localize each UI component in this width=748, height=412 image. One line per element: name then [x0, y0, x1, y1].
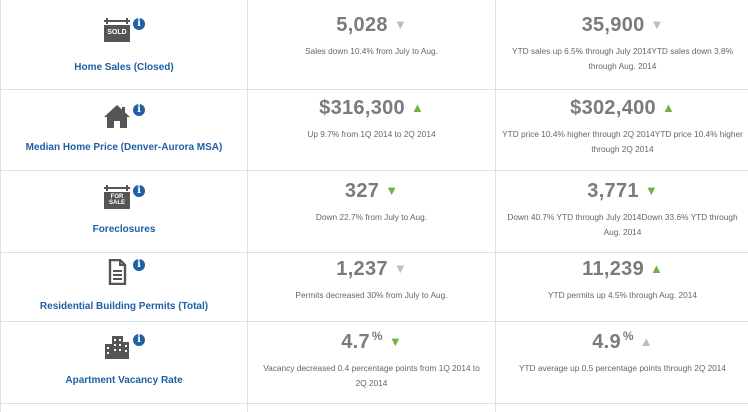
stat-row-apartment-vacancy: i Apartment Vacancy Rate 4.7% ▼ Vacancy d… — [1, 322, 748, 403]
for-sale-sign-text: FOR SALE — [108, 194, 125, 206]
monthly-value: 4.7% — [341, 329, 383, 353]
ytd-value-number: 4.9 — [592, 330, 621, 353]
percent-unit: % — [371, 329, 383, 343]
monthly-value: 327 — [344, 180, 380, 202]
ytd-stat: 3,771 ▼ Down 40.7% YTD through July 2014D… — [496, 180, 748, 240]
stat-label: Median Home Price (Denver-Aurora MSA) — [25, 142, 223, 153]
ytd-description: YTD average up 0.5 percentage points thr… — [518, 362, 727, 373]
monthly-description: Vacancy decreased 0.4 percentage points … — [263, 362, 480, 388]
stat-row-median-home-price: i Median Home Price (Denver-Aurora MSA) … — [1, 90, 748, 170]
for-sale-sign-icon: FOR SALE — [103, 185, 131, 211]
info-icon[interactable]: i — [133, 18, 145, 30]
arrow-down-icon: ▼ — [393, 261, 407, 276]
info-icon[interactable]: i — [133, 104, 145, 116]
sold-sign-icon: SOLD — [103, 18, 131, 44]
info-icon[interactable]: i — [133, 185, 145, 197]
row-icon-group: i — [1, 258, 247, 286]
ytd-stat: 11,239 ▲ YTD permits up 4.5% through Aug.… — [496, 258, 748, 303]
monthly-stat: $316,300 ▲ Up 9.7% from 1Q 2014 to 2Q 201… — [248, 97, 495, 142]
percent-unit: % — [622, 329, 634, 343]
monthly-stat: 1,237 ▼ Permits decreased 30% from July t… — [248, 258, 495, 303]
monthly-description: Permits decreased 30% from July to Aug. — [295, 290, 448, 300]
column-divider — [495, 0, 496, 412]
arrow-down-icon: ▼ — [650, 17, 664, 32]
row-icon-group: i — [1, 104, 247, 130]
monthly-description: Sales down 10.4% from July to Aug. — [305, 46, 438, 56]
stat-label: Apartment Vacancy Rate — [65, 375, 183, 386]
arrow-down-icon: ▼ — [644, 183, 658, 198]
arrow-up-icon: ▲ — [410, 100, 424, 115]
ytd-value: 4.9% — [592, 329, 634, 353]
row-icon-group: i — [1, 334, 247, 360]
arrow-up-icon: ▲ — [661, 100, 675, 115]
house-icon — [103, 104, 131, 130]
monthly-value: $316,300 — [319, 97, 405, 119]
ytd-value: 35,900 — [581, 14, 645, 36]
arrow-up-icon: ▲ — [639, 333, 653, 349]
arrow-down-icon: ▼ — [385, 183, 399, 198]
arrow-down-icon: ▼ — [388, 333, 402, 349]
info-icon[interactable]: i — [133, 259, 145, 271]
row-icon-group: SOLD i — [1, 18, 247, 44]
ytd-value: $302,400 — [570, 97, 656, 119]
ytd-stat: 35,900 ▼ YTD sales up 6.5% through July 2… — [496, 14, 748, 74]
stat-row-building-permits: i Residential Building Permits (Total) 1… — [1, 253, 748, 321]
monthly-stat: 4.7% ▼ Vacancy decreased 0.4 percentage p… — [248, 329, 495, 391]
stat-row-home-sales: SOLD i Home Sales (Closed) 5,028 ▼ Sales … — [1, 0, 748, 89]
stat-row-foreclosures: FOR SALE i Foreclosures 327 ▼ Down 22.7% … — [1, 171, 748, 252]
ytd-description: YTD price 10.4% higher through 2Q 2014YT… — [502, 129, 743, 154]
monthly-stat: 327 ▼ Down 22.7% from July to Aug. — [248, 180, 495, 225]
ytd-stat: $302,400 ▲ YTD price 10.4% higher through… — [496, 97, 748, 157]
monthly-stat: 5,028 ▼ Sales down 10.4% from July to Aug… — [248, 14, 495, 59]
row-divider — [1, 403, 748, 404]
row-divider — [1, 170, 748, 171]
stat-label: Foreclosures — [92, 224, 156, 235]
ytd-description: YTD sales up 6.5% through July 2014YTD s… — [512, 46, 733, 71]
arrow-up-icon: ▲ — [650, 261, 663, 276]
row-icon-group: FOR SALE i — [1, 185, 247, 211]
monthly-value: 5,028 — [336, 14, 388, 36]
apartment-building-icon — [103, 334, 131, 360]
stat-label: Home Sales (Closed) — [74, 62, 174, 73]
arrow-down-icon: ▼ — [393, 17, 407, 32]
sold-sign-text: SOLD — [107, 29, 127, 36]
ytd-description: Down 40.7% YTD through July 2014Down 33.… — [507, 212, 738, 237]
monthly-description: Up 9.7% from 1Q 2014 to 2Q 2014 — [307, 129, 436, 139]
row-divider — [1, 89, 748, 90]
monthly-value: 1,237 — [336, 258, 388, 280]
monthly-description: Down 22.7% from July to Aug. — [315, 212, 428, 222]
ytd-value: 3,771 — [587, 180, 639, 202]
ytd-stat: 4.9% ▲ YTD average up 0.5 percentage poin… — [496, 329, 748, 376]
document-icon — [103, 258, 131, 286]
ytd-value: 11,239 — [582, 258, 644, 280]
stat-label: Residential Building Permits (Total) — [39, 301, 209, 312]
row-divider — [1, 321, 748, 322]
row-divider — [1, 252, 748, 253]
info-icon[interactable]: i — [133, 334, 145, 346]
ytd-description: YTD permits up 4.5% through Aug. 2014 — [548, 290, 697, 300]
column-divider — [247, 0, 248, 412]
monthly-value-number: 4.7 — [341, 330, 370, 353]
